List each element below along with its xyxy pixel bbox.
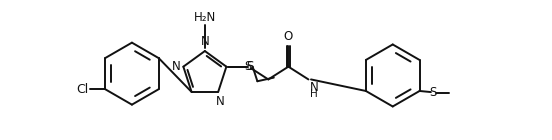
Text: S: S — [245, 60, 252, 73]
Text: O: O — [284, 30, 293, 43]
Text: S: S — [430, 86, 437, 99]
Text: S: S — [246, 60, 254, 73]
Text: H: H — [310, 89, 318, 99]
Text: N: N — [172, 60, 181, 73]
Text: Cl: Cl — [76, 83, 89, 96]
Text: H₂N: H₂N — [194, 11, 216, 24]
Text: N: N — [310, 81, 319, 94]
Text: N: N — [200, 35, 209, 48]
Text: N: N — [216, 95, 224, 108]
